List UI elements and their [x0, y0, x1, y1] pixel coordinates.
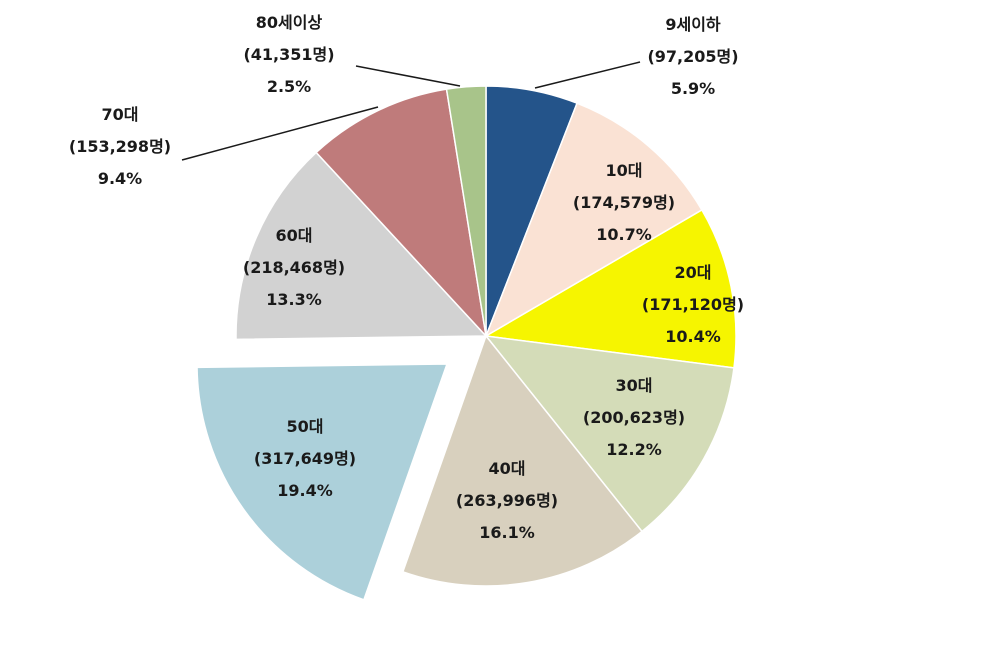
- slice-count-label: (171,120명): [642, 295, 744, 314]
- slice-count-label: (174,579명): [573, 193, 675, 212]
- slice-label-8: 70대 (153,298명) 9.4%: [69, 105, 171, 188]
- slice-percent-label: 5.9%: [671, 79, 715, 98]
- slice-name-label: 50대: [287, 417, 324, 436]
- pie-slice-9: [445, 85, 487, 337]
- slice-name-label: 80세이상: [256, 13, 323, 32]
- pie-slice-2: [484, 102, 703, 338]
- slice-percent-label: 10.4%: [665, 327, 721, 346]
- pie-slice-8: [315, 88, 488, 339]
- slice-percent-label: 10.7%: [596, 225, 652, 244]
- slice-label-6: 50대 (317,649명) 19.4%: [254, 417, 356, 500]
- slice-count-label: (97,205명): [647, 47, 738, 66]
- slice-labels: 9세이하 (97,205명) 5.9% 10대 (174,579명) 10.7% 20대 (1…: [69, 13, 744, 542]
- slice-percent-label: 13.3%: [266, 290, 322, 309]
- slice-percent-label: 2.5%: [267, 77, 311, 96]
- slice-count-label: (153,298명): [69, 137, 171, 156]
- slice-count-label: (218,468명): [243, 258, 345, 277]
- slice-name-label: 30대: [616, 376, 653, 395]
- slice-count-label: (263,996명): [456, 491, 558, 510]
- pie-slice-7: [235, 151, 488, 341]
- slice-name-label: 9세이하: [665, 15, 721, 34]
- pie-slice-3: [483, 208, 737, 369]
- pie-slice-5: [401, 334, 643, 587]
- leader-lines: [181, 61, 641, 161]
- slice-percent-label: 9.4%: [98, 169, 142, 188]
- slice-count-label: (200,623명): [583, 408, 685, 427]
- slice-label-9: 80세이상 (41,351명) 2.5%: [243, 13, 334, 96]
- pie-slice-4: [484, 335, 735, 533]
- leader-line-9: [355, 65, 461, 87]
- slice-count-label: (317,649명): [254, 449, 356, 468]
- slice-percent-label: 16.1%: [479, 523, 535, 542]
- slice-name-label: 70대: [102, 105, 139, 124]
- slice-name-label: 20대: [675, 263, 712, 282]
- leader-line-1: [534, 61, 641, 89]
- slice-name-label: 60대: [276, 226, 313, 245]
- slice-label-5: 40대 (263,996명) 16.1%: [456, 459, 558, 542]
- slice-label-1: 9세이하 (97,205명) 5.9%: [647, 15, 738, 98]
- slice-label-2: 10대 (174,579명) 10.7%: [573, 161, 675, 244]
- slice-name-label: 40대: [489, 459, 526, 478]
- slice-percent-label: 19.4%: [277, 481, 333, 500]
- slice-count-label: (41,351명): [243, 45, 334, 64]
- slice-label-3: 20대 (171,120명) 10.4%: [642, 263, 744, 346]
- slice-label-4: 30대 (200,623명) 12.2%: [583, 376, 685, 459]
- pie-slices: [196, 85, 737, 601]
- slice-name-label: 10대: [606, 161, 643, 180]
- pie-slice-6: [196, 363, 449, 601]
- slice-label-7: 60대 (218,468명) 13.3%: [243, 226, 345, 309]
- leader-line-8: [181, 106, 379, 161]
- slice-percent-label: 12.2%: [606, 440, 662, 459]
